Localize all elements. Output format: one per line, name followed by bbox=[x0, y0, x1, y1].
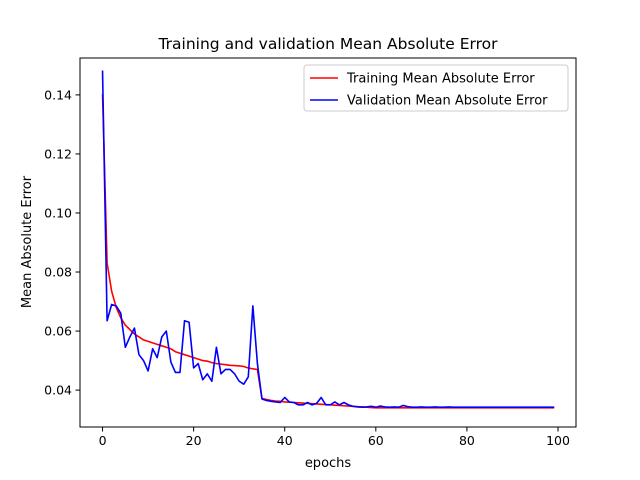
legend-box bbox=[303, 64, 569, 112]
y-tick-label: 0.14 bbox=[44, 87, 72, 102]
legend-label: Training Mean Absolute Error bbox=[346, 72, 535, 87]
y-tick-label: 0.10 bbox=[44, 205, 72, 220]
y-tick-label: 0.08 bbox=[44, 265, 72, 280]
x-tick-label: 100 bbox=[546, 433, 570, 448]
x-axis-label: epochs bbox=[305, 456, 352, 471]
plot-area bbox=[79, 57, 577, 428]
x-tick-label: 80 bbox=[459, 433, 475, 448]
y-tick-label: 0.06 bbox=[44, 324, 72, 339]
chart-title: Training and validation Mean Absolute Er… bbox=[157, 35, 498, 53]
legend-label: Validation Mean Absolute Error bbox=[347, 94, 548, 109]
x-tick-label: 20 bbox=[186, 433, 202, 448]
y-axis-label: Mean Absolute Error bbox=[20, 175, 35, 308]
x-tick-label: 0 bbox=[99, 433, 107, 448]
y-tick-label: 0.12 bbox=[44, 146, 72, 161]
legend: Training Mean Absolute Error Validation M… bbox=[303, 64, 569, 112]
y-axis-ticks: 0.04 0.06 0.08 0.10 0.12 0.14 bbox=[44, 87, 80, 398]
x-axis-ticks: 0 20 40 60 80 100 bbox=[99, 427, 570, 448]
y-tick-label: 0.04 bbox=[44, 383, 72, 398]
axes-frame bbox=[79, 57, 577, 428]
series-line-validation bbox=[101, 70, 555, 409]
x-tick-label: 40 bbox=[277, 433, 293, 448]
x-tick-label: 60 bbox=[368, 433, 384, 448]
